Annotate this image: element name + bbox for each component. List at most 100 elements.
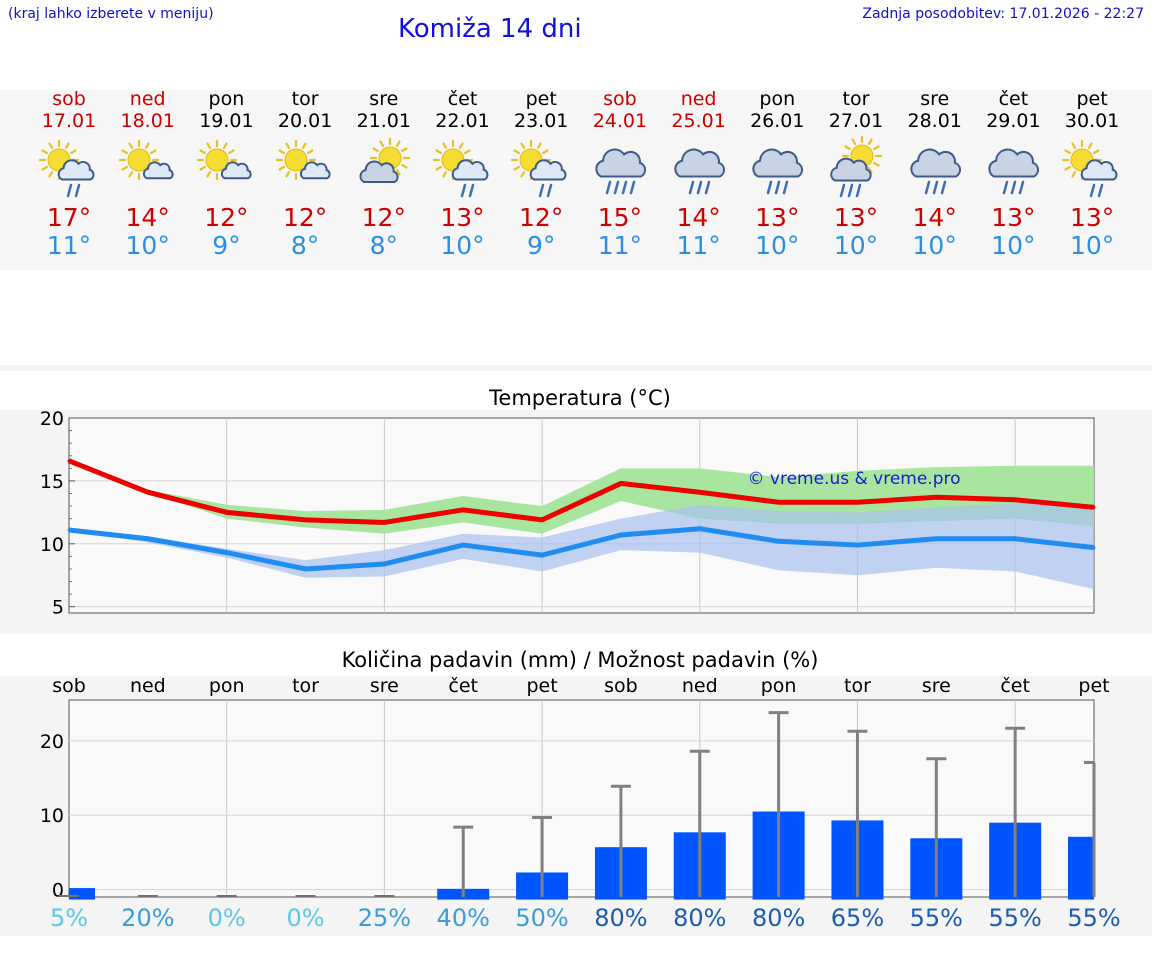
forecast-day: sob 24.01 15° 11° — [580, 88, 660, 260]
cloud-rain-icon — [988, 148, 1040, 195]
max-temp-line-point — [382, 520, 386, 524]
day-label: čet — [1000, 675, 1030, 697]
temperature-chart: 5 10 15 20 © vreme.us & vreme.pro — [40, 410, 1096, 619]
forecast-strip-bg — [0, 90, 1152, 270]
sun-cloud-heavy-rain-icon — [830, 136, 883, 198]
day-label: pet — [526, 675, 557, 697]
day-label: tor — [292, 675, 319, 697]
forecast-day: ned 25.01 14° 11° — [659, 88, 739, 260]
temperature-chart-title: Temperatura (°C) — [489, 386, 671, 410]
sun-cloud-icon — [118, 139, 174, 181]
max-temp-line-point — [855, 500, 859, 504]
day-label: pon — [209, 675, 245, 697]
page-title: Komiža 14 dni — [398, 14, 582, 44]
day-date: 30.01 — [1064, 110, 1120, 132]
day-min-temp: 11° — [46, 231, 92, 260]
day-weekday: sre — [920, 88, 950, 110]
day-min-temp: 8° — [369, 231, 398, 260]
cloud-heavy-rain-icon — [595, 148, 646, 195]
day-max-temp: 13° — [991, 203, 1036, 232]
max-temp-line-point — [461, 508, 465, 512]
day-weekday: ned — [680, 88, 717, 110]
day-date: 21.01 — [356, 110, 411, 132]
max-temp-line-point — [619, 481, 623, 485]
max-temp-line-point — [540, 518, 544, 522]
day-max-temp: 12° — [361, 203, 406, 232]
precip-probability: 50% — [515, 904, 568, 932]
day-label: tor — [844, 675, 871, 697]
day-min-temp: 9° — [526, 231, 556, 260]
day-label: sob — [52, 675, 86, 697]
day-weekday: sre — [369, 88, 399, 110]
max-temp-line-point — [1013, 498, 1017, 502]
max-temp-line — [68, 458, 1095, 525]
forecast-day: čet 29.01 13° 10° — [973, 88, 1053, 260]
day-max-temp: 14° — [912, 203, 957, 232]
precip-probability: 0% — [208, 904, 246, 932]
day-label: ned — [130, 675, 166, 697]
day-label: ned — [682, 675, 718, 697]
day-date: 18.01 — [120, 110, 175, 132]
day-weekday: tor — [291, 88, 319, 110]
max-temp-line-point — [1092, 505, 1096, 509]
forecast-day: pon 19.01 12° 9° — [186, 88, 266, 260]
precip-probability: 80% — [594, 904, 647, 932]
cloud-rain-icon — [673, 148, 725, 195]
sun-cloud-rain-icon — [1061, 139, 1118, 198]
day-date: 19.01 — [199, 110, 254, 132]
forecast-day: sre 21.01 12° 8° — [344, 88, 424, 260]
watermark: © vreme.us & vreme.pro — [747, 469, 960, 489]
day-max-temp: 12° — [519, 203, 564, 232]
day-min-temp: 10° — [1069, 231, 1115, 260]
day-max-temp: 14° — [676, 203, 721, 232]
min-temp-line-point — [1013, 537, 1017, 541]
day-date: 27.01 — [828, 110, 884, 132]
sun-cloud-rain-icon — [511, 139, 567, 198]
day-label: sre — [370, 675, 399, 697]
forecast-day: čet 22.01 13° 10° — [423, 88, 503, 260]
precip-probability: 55% — [1067, 904, 1120, 932]
day-date: 17.01 — [41, 110, 97, 132]
day-min-temp: 10° — [755, 231, 800, 260]
day-date: 24.01 — [592, 110, 648, 132]
forecast-day: sob 17.01 17° 11° — [29, 88, 109, 260]
precip-probability: 55% — [988, 904, 1041, 932]
forecast-day: tor 20.01 12° 8° — [265, 88, 345, 260]
precip-bar — [1068, 836, 1094, 900]
min-temp-line-point — [619, 533, 623, 537]
day-max-temp: 13° — [833, 203, 879, 232]
forecast-day: pon 26.01 13° 10° — [737, 88, 817, 260]
min-temp-line-point — [698, 527, 702, 531]
day-label: čet — [448, 675, 478, 697]
y-tick-label: 20 — [40, 731, 64, 753]
day-date: 26.01 — [750, 110, 805, 132]
day-label: sre — [922, 675, 951, 697]
day-weekday: pet — [525, 88, 557, 110]
precip-probability: 40% — [437, 904, 490, 932]
sun-cloud-rain-icon — [432, 139, 488, 198]
day-min-temp: 10° — [912, 231, 957, 260]
day-date: 22.01 — [435, 110, 490, 132]
day-weekday: pon — [208, 88, 245, 110]
day-max-temp: 15° — [597, 203, 643, 232]
day-date: 28.01 — [907, 110, 962, 132]
day-weekday: čet — [447, 88, 478, 110]
min-temp-line — [68, 526, 1095, 572]
day-min-temp: 8° — [290, 231, 320, 260]
day-weekday: ned — [129, 88, 166, 110]
precip-probability: 5% — [50, 904, 88, 932]
day-label: pet — [1078, 675, 1109, 697]
precip-chart-title: Količina padavin (mm) / Možnost padavin … — [341, 648, 819, 672]
day-max-temp: 13° — [755, 203, 800, 232]
region-hint[interactable]: (kraj lahko izberete v meniju) — [8, 6, 214, 22]
day-max-temp: 12° — [204, 203, 249, 232]
min-temp-line-point — [1092, 546, 1096, 550]
cloud-rain-icon — [752, 148, 804, 195]
max-temp-line-point — [777, 500, 781, 504]
max-temp-line-point — [146, 490, 150, 494]
day-min-temp: 11° — [597, 231, 643, 260]
day-min-temp: 10° — [440, 231, 485, 260]
y-tick-label: 0 — [52, 880, 64, 902]
day-date: 23.01 — [513, 110, 569, 132]
precip-probability: 25% — [358, 904, 411, 932]
